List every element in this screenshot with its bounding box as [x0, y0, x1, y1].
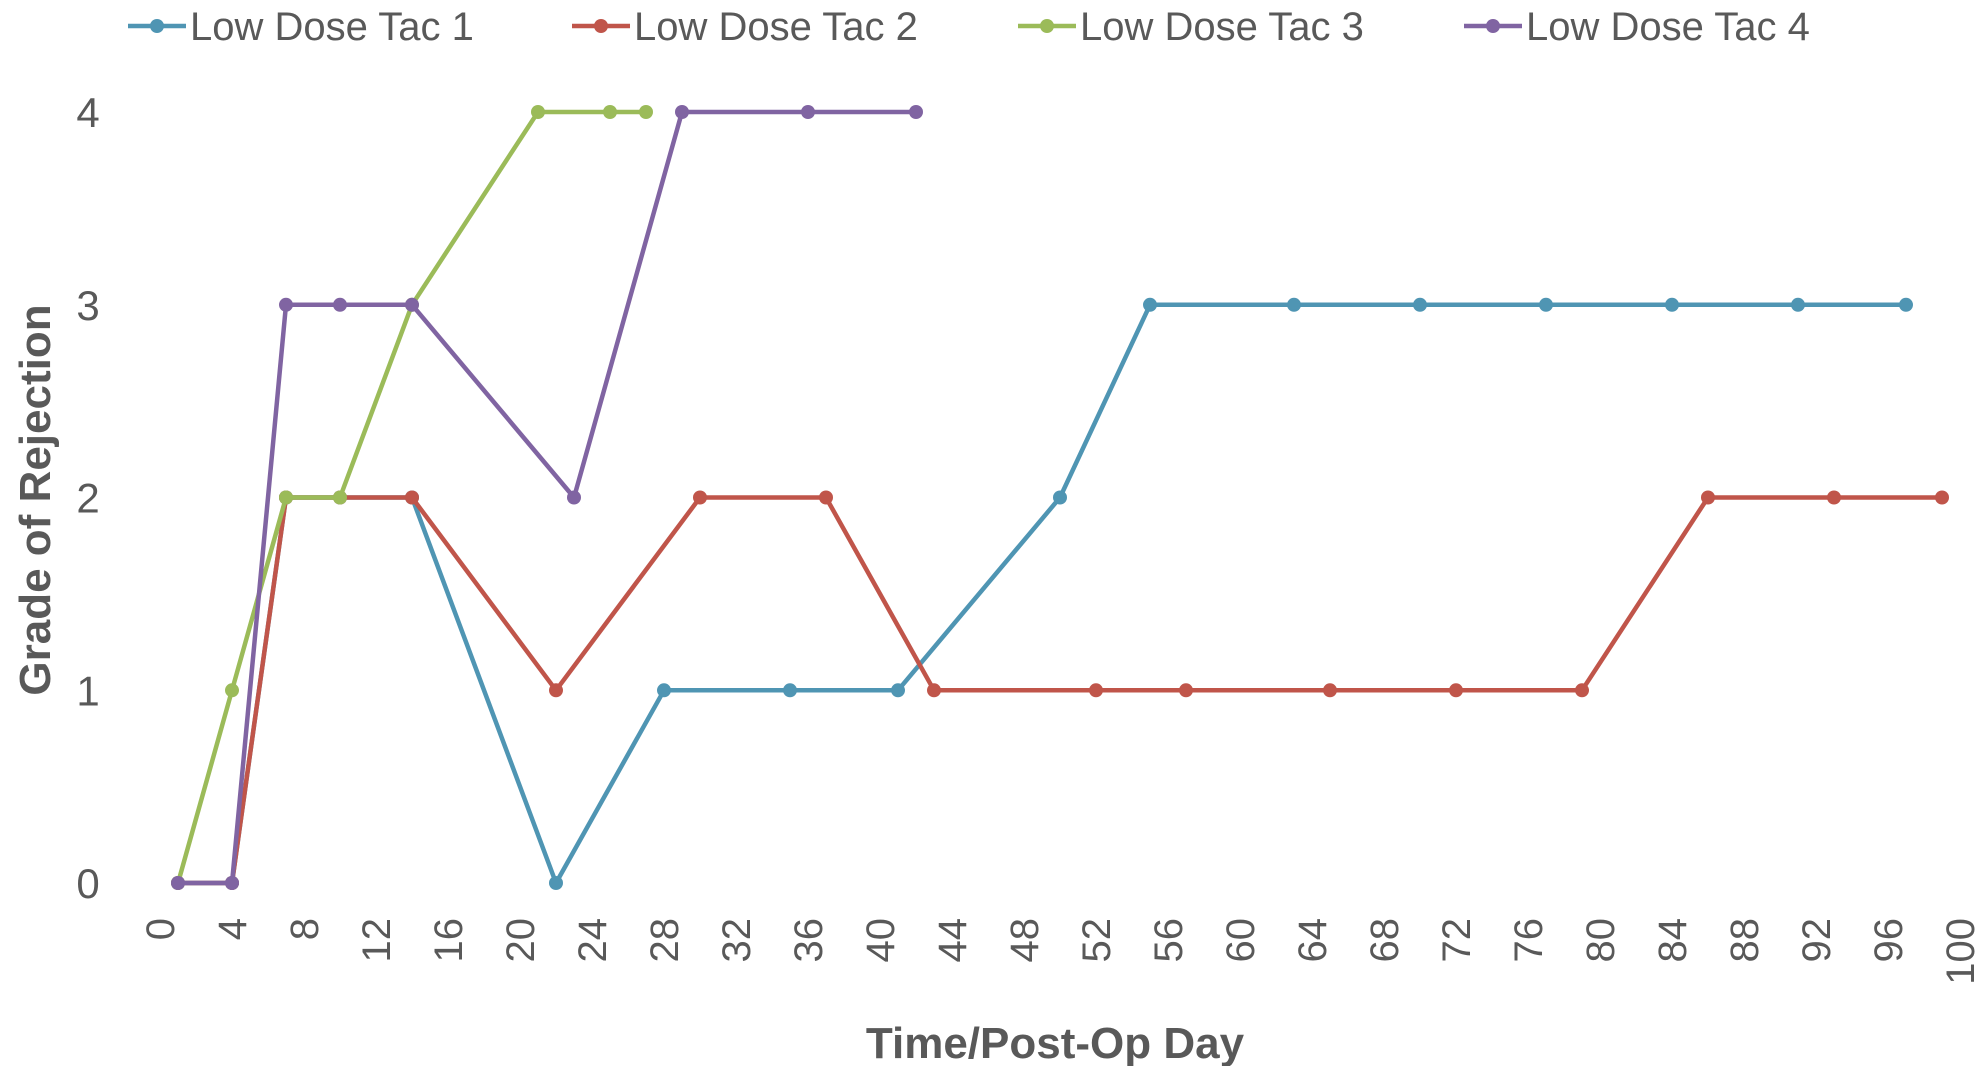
data-point: [693, 490, 707, 505]
data-point: [567, 490, 581, 505]
legend-marker: [594, 19, 608, 33]
data-point: [639, 105, 653, 119]
series-4: [171, 105, 923, 890]
legend-label: Low Dose Tac 2: [634, 5, 918, 49]
series-line: [175, 109, 646, 884]
data-point: [1449, 683, 1463, 698]
x-tick-label: 24: [571, 918, 615, 963]
data-point: [909, 105, 923, 119]
series-2: [171, 490, 1949, 890]
x-tick-label: 100: [1939, 918, 1983, 985]
x-tick-label: 52: [1075, 918, 1119, 963]
series-line: [178, 495, 1942, 886]
x-tick-label: 40: [859, 918, 903, 963]
y-axis-ticks: 0 1 2 3 4: [76, 89, 99, 907]
legend-marker: [1486, 19, 1500, 33]
x-tick-label: 36: [787, 918, 831, 963]
data-point: [1179, 683, 1193, 698]
y-tick-label: 2: [76, 475, 99, 522]
data-point: [1899, 297, 1913, 312]
data-point: [549, 876, 563, 890]
data-point: [1413, 297, 1427, 312]
x-tick-label: 28: [643, 918, 687, 963]
data-point: [405, 297, 419, 312]
data-point: [549, 683, 563, 698]
data-point: [1053, 490, 1067, 505]
data-point: [225, 876, 239, 890]
data-point: [819, 490, 833, 505]
data-point: [171, 876, 185, 890]
x-tick-label: 96: [1867, 918, 1911, 963]
x-tick-label: 0: [139, 918, 183, 940]
series-1: [171, 297, 1913, 890]
data-point: [531, 105, 545, 119]
y-tick-label: 0: [76, 860, 99, 907]
data-point: [333, 297, 347, 312]
x-tick-label: 64: [1291, 918, 1335, 963]
legend: Low Dose Tac 1 Low Dose Tac 2 Low Dose Tac…: [128, 5, 1810, 49]
data-point: [1701, 490, 1715, 505]
data-point: [279, 297, 293, 312]
x-tick-label: 4: [211, 918, 255, 940]
data-point: [927, 683, 941, 698]
x-tick-label: 56: [1147, 918, 1191, 963]
y-tick-label: 3: [76, 282, 99, 329]
x-tick-label: 68: [1363, 918, 1407, 963]
data-point: [1089, 683, 1103, 698]
data-point: [1323, 683, 1337, 698]
x-tick-label: 48: [1003, 918, 1047, 963]
data-point: [1575, 683, 1589, 698]
series-layer: [171, 105, 1949, 890]
data-point: [603, 105, 617, 119]
x-axis-title: Time/Post-Op Day: [866, 1019, 1245, 1066]
legend-label: Low Dose Tac 3: [1080, 5, 1364, 49]
legend-item-2: Low Dose Tac 2: [572, 5, 918, 49]
data-point: [1791, 297, 1805, 312]
x-tick-label: 12: [355, 918, 399, 963]
data-point: [1827, 490, 1841, 505]
data-point: [675, 105, 689, 119]
legend-item-1: Low Dose Tac 1: [128, 5, 474, 49]
data-point: [801, 105, 815, 119]
x-tick-label: 60: [1219, 918, 1263, 963]
data-point: [405, 490, 419, 505]
y-tick-label: 1: [76, 667, 99, 714]
data-point: [783, 683, 797, 698]
data-point: [1287, 297, 1301, 312]
x-tick-label: 32: [715, 918, 759, 963]
data-point: [891, 683, 905, 698]
data-point: [333, 490, 347, 505]
y-axis-title: Grade of Rejection: [11, 304, 60, 695]
x-tick-label: 80: [1579, 918, 1623, 963]
legend-marker: [1040, 19, 1054, 33]
data-point: [1665, 297, 1679, 312]
x-tick-label: 20: [499, 918, 543, 963]
data-point: [657, 683, 671, 698]
x-tick-label: 72: [1435, 918, 1479, 963]
data-point: [225, 683, 239, 698]
x-axis-ticks: 0 4 8 12 16 20 24 28 32 36 40 44 48 52 56 60 64 68 72 76 80 8…: [139, 918, 1983, 985]
x-tick-label: 92: [1795, 918, 1839, 963]
data-point: [1143, 297, 1157, 312]
legend-label: Low Dose Tac 4: [1526, 5, 1810, 49]
x-tick-label: 44: [931, 918, 975, 963]
legend-marker: [150, 19, 164, 33]
data-point: [279, 490, 293, 505]
x-tick-label: 76: [1507, 918, 1551, 963]
data-point: [1935, 490, 1949, 505]
data-point: [1539, 297, 1553, 312]
x-tick-label: 8: [283, 918, 327, 940]
y-tick-label: 4: [76, 89, 99, 136]
x-tick-label: 88: [1723, 918, 1767, 963]
x-tick-label: 16: [427, 918, 471, 963]
x-tick-label: 84: [1651, 918, 1695, 963]
legend-item-4: Low Dose Tac 4: [1464, 5, 1810, 49]
legend-item-3: Low Dose Tac 3: [1018, 5, 1364, 49]
legend-label: Low Dose Tac 1: [190, 5, 474, 49]
